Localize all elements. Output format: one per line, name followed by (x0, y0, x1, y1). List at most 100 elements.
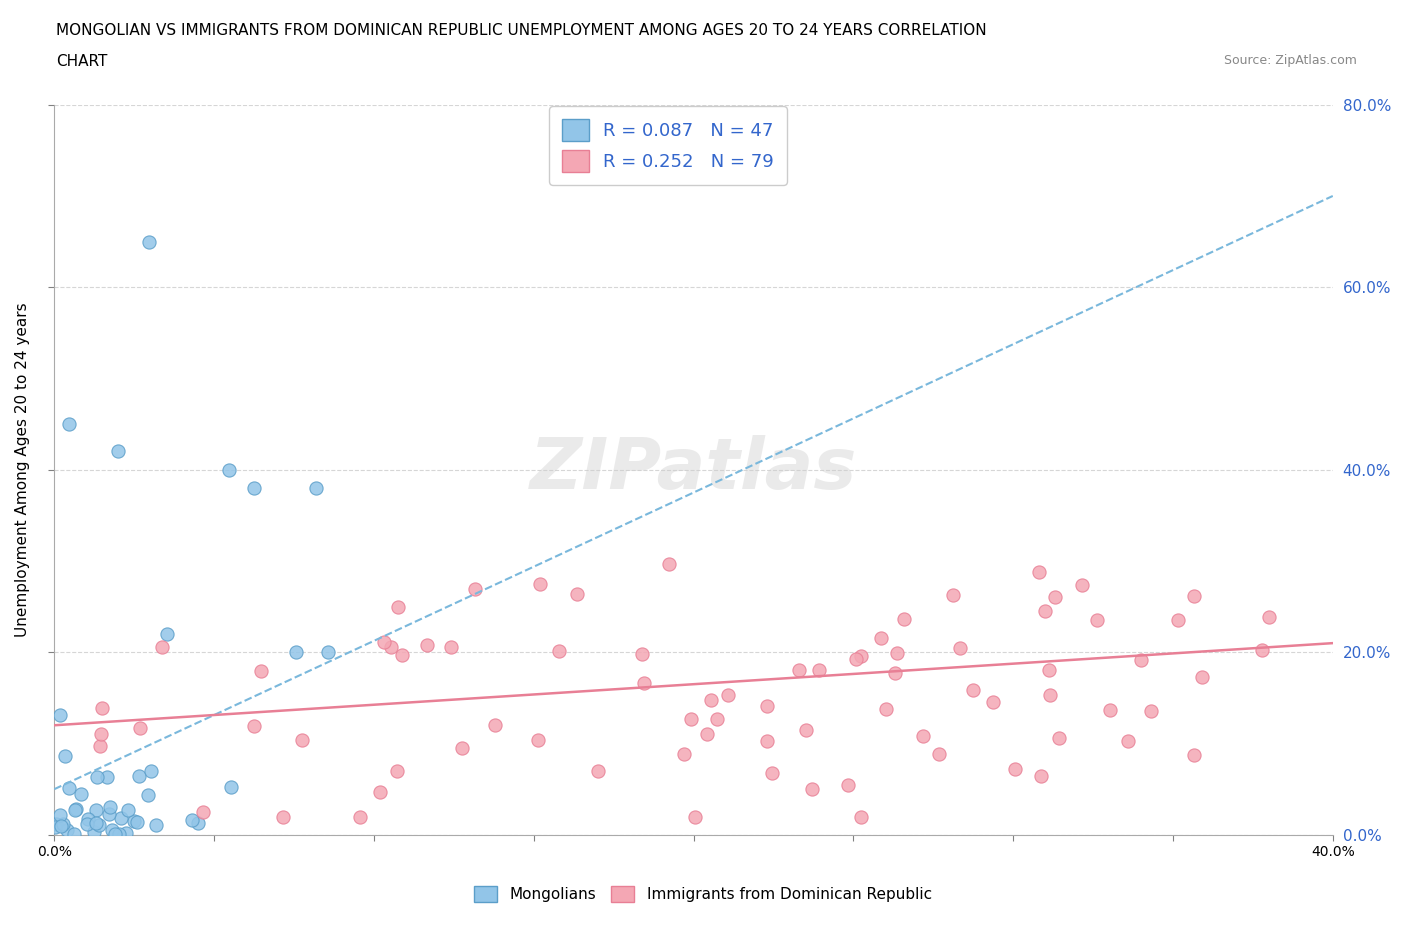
Point (679, 712, 702, 727)
Point (387, 764, 409, 778)
Point (672, 746, 695, 761)
Point (76, 812, 98, 827)
Point (683, 809, 706, 824)
Point (886, 645, 908, 660)
Point (1085, 613, 1108, 628)
Text: CHART: CHART (56, 54, 108, 69)
Point (49, 807, 72, 822)
Point (150, 640, 173, 655)
Y-axis label: Unemployment Among Ages 20 to 24 years: Unemployment Among Ages 20 to 24 years (15, 302, 30, 637)
Point (44, 819, 66, 834)
Point (1182, 748, 1205, 763)
Point (139, 764, 162, 778)
Text: ZIPatlas: ZIPatlas (530, 435, 858, 504)
Point (52, 817, 75, 831)
Point (893, 611, 915, 626)
Point (1182, 589, 1205, 604)
Point (98, 800, 121, 815)
Point (84, 816, 107, 830)
Point (380, 640, 402, 655)
Point (110, 811, 132, 826)
Point (97, 806, 120, 821)
Point (1045, 590, 1067, 604)
Point (1071, 578, 1094, 592)
Point (548, 644, 571, 658)
Point (107, 444, 129, 458)
Point (1191, 670, 1213, 684)
Point (83, 825, 105, 840)
Point (1130, 652, 1153, 667)
Point (125, 814, 148, 829)
Point (981, 695, 1004, 710)
Point (700, 693, 723, 708)
Point (90, 726, 112, 741)
Point (658, 557, 681, 572)
Point (837, 777, 859, 792)
Point (1004, 762, 1026, 777)
Point (630, 647, 652, 662)
Point (787, 663, 810, 678)
Point (884, 666, 907, 681)
Legend: Mongolians, Immigrants from Dominican Republic: Mongolians, Immigrants from Dominican Re… (468, 880, 938, 909)
Point (529, 577, 551, 591)
Point (284, 644, 307, 659)
Point (851, 648, 873, 663)
Point (89, 817, 111, 832)
Text: MONGOLIAN VS IMMIGRANTS FROM DOMINICAN REPUBLIC UNEMPLOYMENT AMONG AGES 20 TO 24: MONGOLIAN VS IMMIGRANTS FROM DOMINICAN R… (56, 23, 987, 38)
Point (128, 768, 150, 783)
Point (1167, 613, 1189, 628)
Point (1035, 604, 1057, 618)
Point (138, 788, 160, 803)
Point (756, 698, 779, 713)
Point (588, 764, 610, 778)
Point (1029, 768, 1052, 783)
Point (101, 822, 124, 837)
Point (56, 823, 79, 838)
Point (243, 481, 266, 496)
Point (90, 700, 112, 715)
Point (416, 638, 439, 653)
Point (138, 234, 160, 249)
Point (942, 588, 965, 603)
Point (696, 726, 718, 741)
Point (1116, 734, 1139, 749)
Point (76, 817, 98, 831)
Point (1251, 643, 1274, 658)
Point (800, 781, 823, 796)
Point (962, 682, 984, 697)
Point (875, 701, 897, 716)
Point (484, 717, 506, 732)
Point (65, 802, 87, 817)
Point (96, 769, 118, 784)
Point (565, 587, 588, 602)
Point (870, 631, 893, 645)
Point (1028, 565, 1050, 579)
Point (305, 481, 328, 496)
Point (851, 809, 873, 824)
Point (1139, 704, 1161, 719)
Point (218, 462, 240, 477)
Point (58, 417, 80, 432)
Text: Source: ZipAtlas.com: Source: ZipAtlas.com (1223, 54, 1357, 67)
Point (51, 819, 73, 834)
Point (84, 803, 107, 817)
Point (187, 816, 209, 830)
Point (1257, 609, 1279, 624)
Point (1039, 687, 1062, 702)
Point (527, 733, 550, 748)
Point (633, 676, 655, 691)
Point (89, 738, 111, 753)
Point (373, 635, 395, 650)
Point (156, 627, 179, 642)
Point (1047, 731, 1070, 746)
Point (808, 662, 831, 677)
Point (440, 640, 463, 655)
Point (949, 641, 972, 656)
Point (145, 817, 167, 832)
Point (291, 733, 314, 748)
Point (86, 770, 108, 785)
Point (104, 826, 127, 841)
Point (70, 787, 93, 802)
Point (387, 600, 409, 615)
Point (450, 740, 472, 755)
